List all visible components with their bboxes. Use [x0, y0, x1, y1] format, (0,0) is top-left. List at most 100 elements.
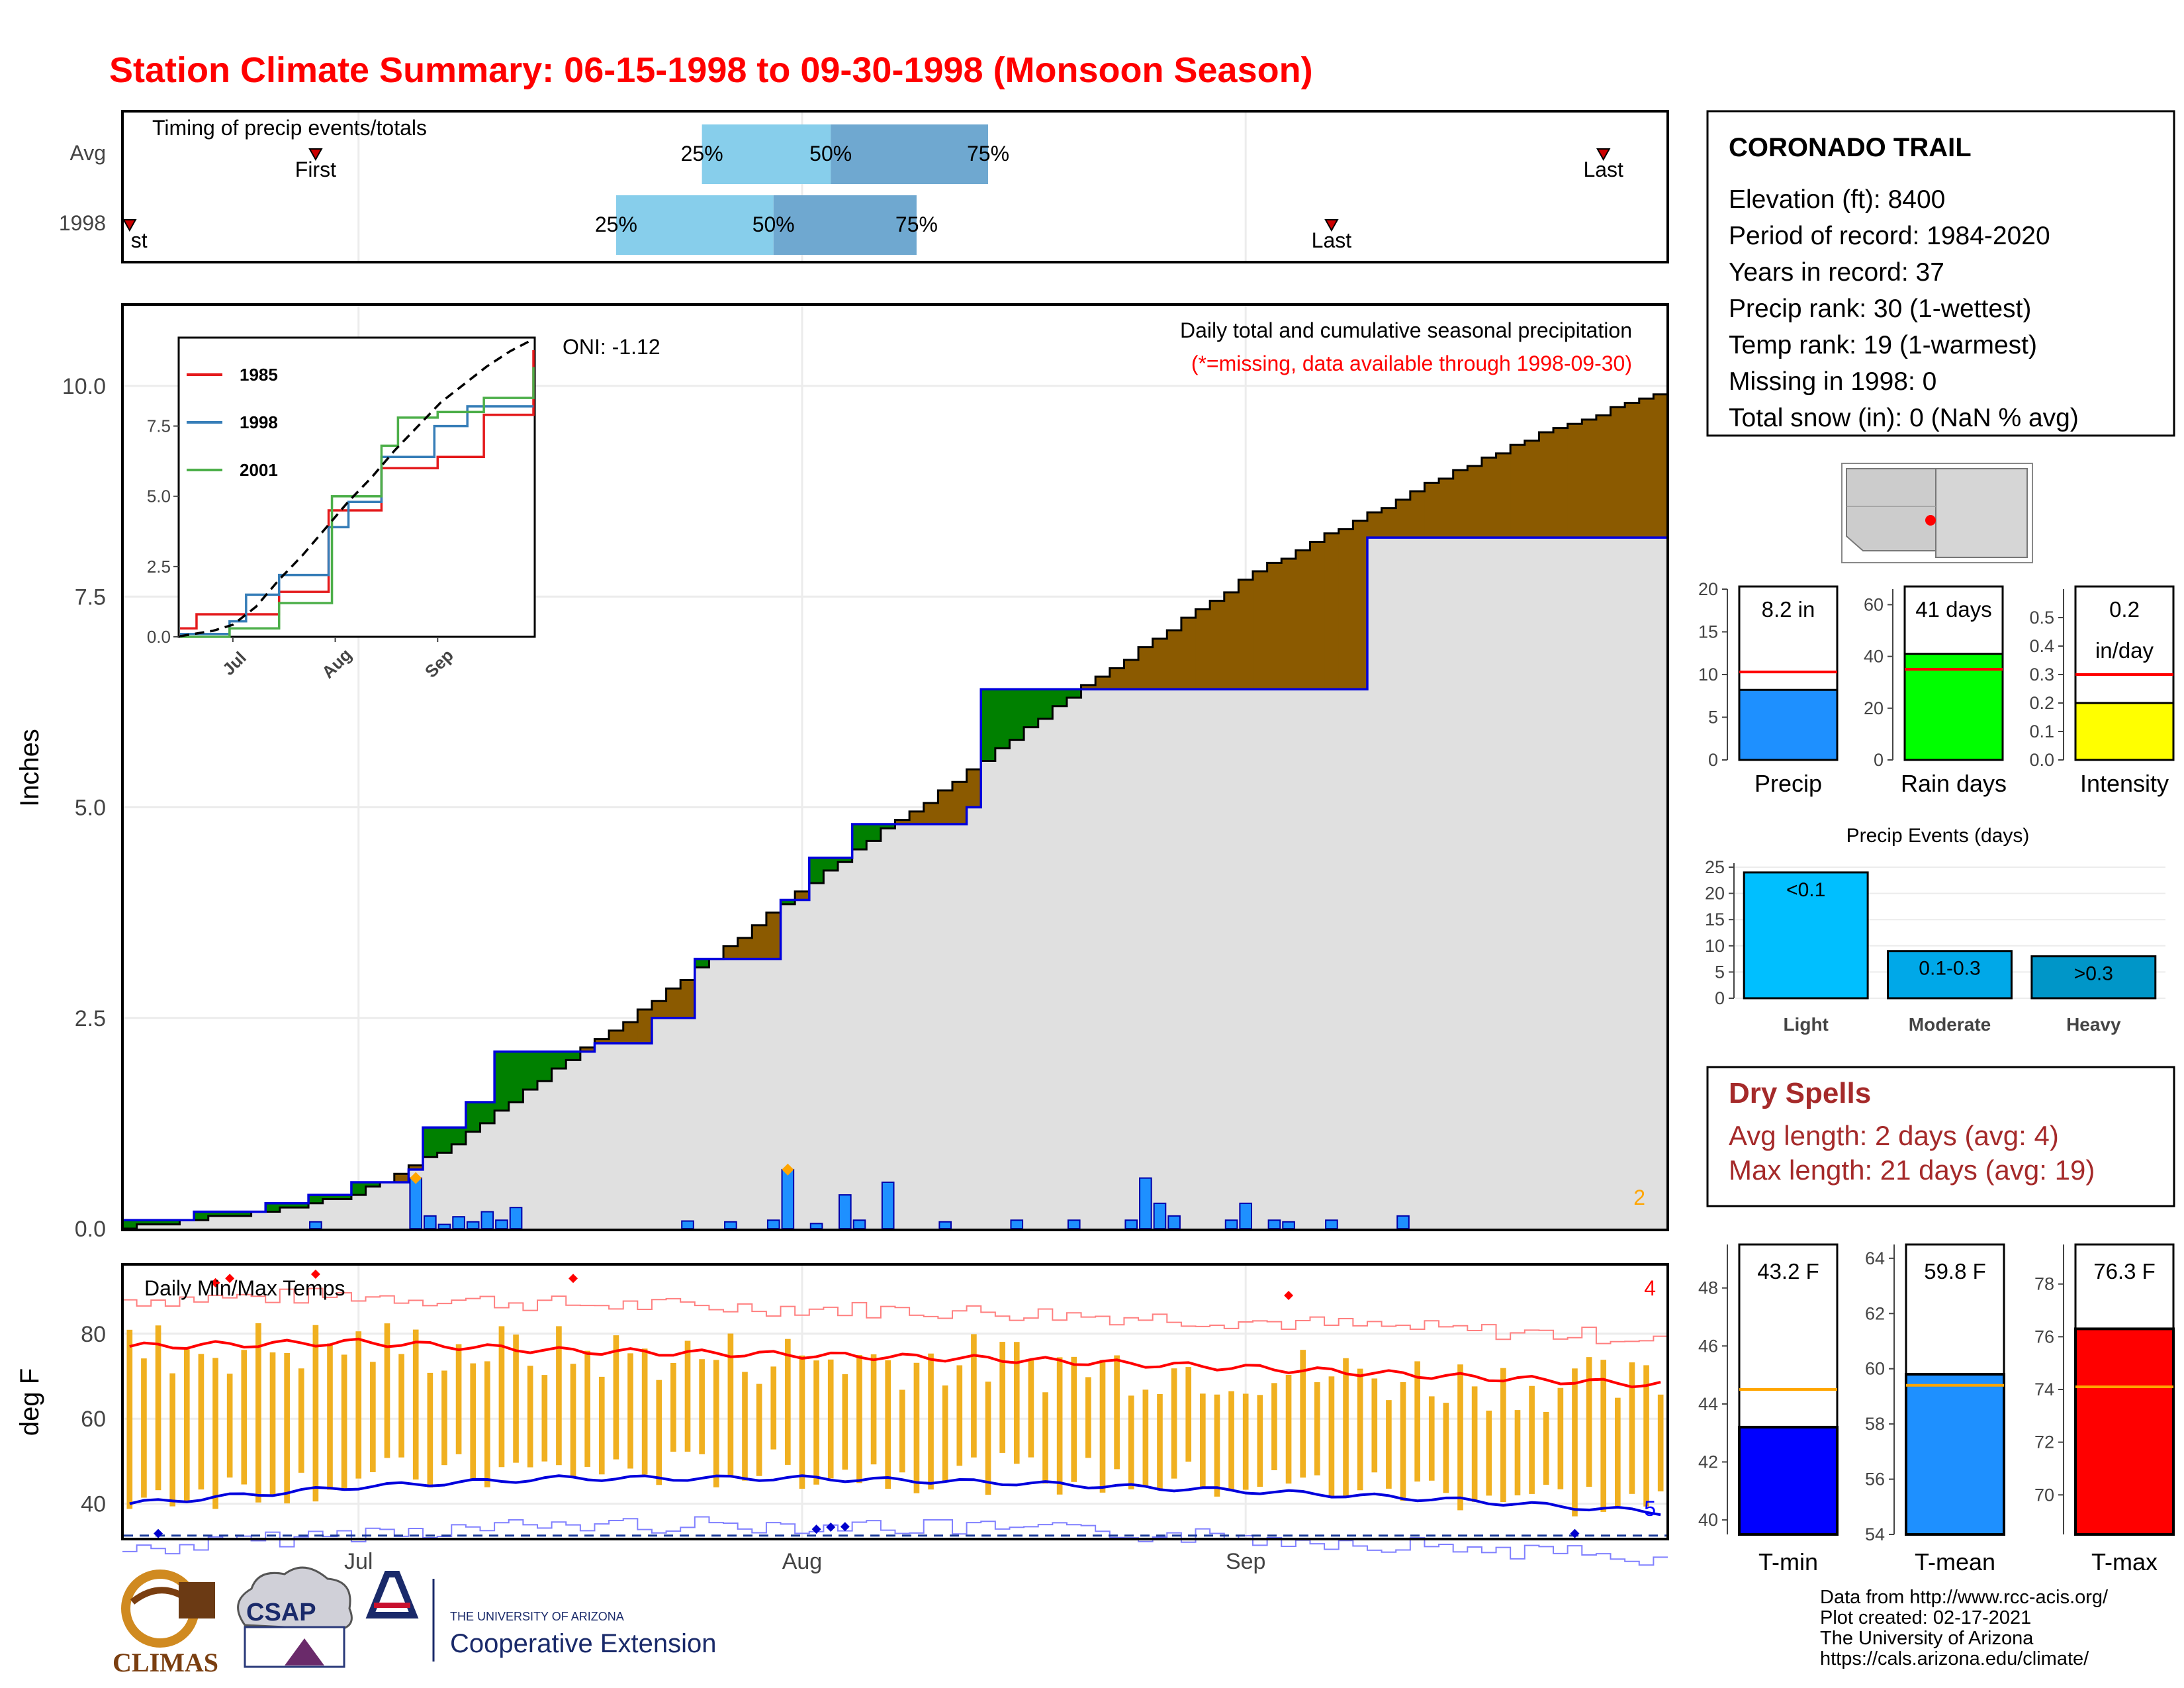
daily-temp-bar [1157, 1393, 1163, 1490]
daily-temp-bar [885, 1360, 891, 1489]
daily-temp-bar [1457, 1364, 1463, 1511]
station-location-marker [1925, 515, 1936, 526]
above-average-fill [194, 1211, 209, 1221]
timing-row-avg: Avg [69, 141, 106, 165]
legend-entry: 2001 [240, 460, 278, 480]
daily-precip-bar [1282, 1221, 1295, 1230]
summary-tick-label: 5 [1708, 708, 1718, 727]
daily-temp-bar [1443, 1403, 1449, 1493]
above-average-fill [523, 1051, 538, 1090]
below-average-fill [1510, 445, 1525, 538]
below-average-fill [1567, 424, 1582, 538]
temp-summary-tick-label: 44 [1698, 1394, 1718, 1414]
temps-count-max: 4 [1644, 1276, 1656, 1300]
below-average-fill [623, 1022, 638, 1043]
daily-temp-bar [1071, 1356, 1077, 1482]
daily-temp-bar [241, 1350, 248, 1485]
above-average-fill [880, 823, 895, 829]
below-average-fill [1281, 558, 1297, 690]
daily-temp-bar [1300, 1350, 1306, 1478]
station-info-line: Precip rank: 30 (1-wettest) [1729, 295, 2031, 323]
daily-precip-bar [509, 1207, 523, 1230]
above-average-fill [151, 1220, 166, 1225]
daily-temp-bar [1629, 1362, 1635, 1494]
daily-temp-bar [1543, 1411, 1549, 1485]
below-average-fill [1481, 457, 1497, 538]
daily-temp-bar [1486, 1410, 1492, 1496]
below-average-fill [1210, 600, 1225, 690]
below-average-fill [580, 1047, 595, 1052]
summary-tick-label: 15 [1698, 622, 1718, 642]
daily-precip-bar [424, 1215, 437, 1230]
daily-temp-bar [126, 1329, 133, 1509]
below-average-fill [737, 937, 752, 959]
daily-temp-bar [813, 1360, 819, 1485]
daily-precip-bar [852, 1219, 866, 1230]
above-average-fill [337, 1195, 352, 1199]
locator-map [1841, 463, 2033, 563]
first-marker [122, 219, 137, 232]
daily-temp-bar [169, 1373, 175, 1507]
above-average-fill [165, 1220, 180, 1225]
below-average-fill [609, 1030, 624, 1043]
daily-temp-bar [198, 1354, 205, 1490]
daily-temp-bar [1557, 1387, 1564, 1489]
summary-bar-label: Rain days [1901, 770, 2007, 797]
daily-precip-bar [881, 1181, 895, 1229]
summary-tick-label: 0.4 [2029, 636, 2054, 656]
daily-precip-bar [1067, 1219, 1081, 1230]
above-average-fill [866, 823, 882, 841]
first-marker [308, 148, 323, 162]
daily-temp-bar [956, 1365, 963, 1466]
summary-value-label: 8.2 in [1762, 597, 1815, 622]
daily-temp-bar [556, 1326, 562, 1466]
daily-precip-bar [839, 1194, 852, 1229]
daily-temp-bar [1214, 1394, 1220, 1497]
summary-tick-label: 20 [1864, 698, 1884, 718]
record-max-line [122, 1288, 1668, 1344]
daily-temp-bar [1343, 1358, 1349, 1497]
station-info-line: Elevation (ft): 8400 [1729, 185, 1945, 214]
x-tick-label: Aug [782, 1549, 823, 1574]
daily-temp-bar [155, 1325, 161, 1491]
daily-temp-bar [1400, 1382, 1406, 1501]
daily-temp-bar [613, 1335, 619, 1460]
daily-temp-bar [756, 1383, 762, 1476]
events-bar [1743, 871, 1869, 1000]
daily-temp-bar [1085, 1377, 1091, 1458]
below-average-fill [666, 988, 681, 1018]
precip-events-chart: Precip Events (days) 0 5 10 15 20 25 <0.1 Light… [1705, 825, 2165, 1035]
below-average-fill [723, 946, 739, 959]
above-average-fill [1024, 689, 1039, 727]
precip-note: Daily total and cumulative seasonal prec… [1180, 318, 1632, 342]
summary-value-label: 0.2 [2109, 597, 2140, 622]
daily-temp-bar [699, 1359, 705, 1454]
daily-temp-bar [298, 1368, 304, 1473]
last-marker [1324, 219, 1339, 232]
legend-entry: 1985 [240, 365, 278, 385]
inset-series-line [180, 350, 535, 630]
temp-summary-tick-label: 58 [1865, 1414, 1885, 1434]
summary-tick-label: 20 [1698, 579, 1718, 599]
below-average-fill [1453, 470, 1468, 538]
daily-precip-bar [724, 1221, 737, 1230]
events-tick-label: 25 [1705, 857, 1725, 877]
y-tick-label: 5.0 [75, 796, 106, 821]
above-average-fill [236, 1211, 252, 1216]
daily-temp-bar [1099, 1360, 1106, 1493]
temp-summary-tick-label: 60 [1865, 1359, 1885, 1379]
daily-temp-bar [942, 1385, 948, 1481]
daily-temp-bar [641, 1348, 648, 1475]
daily-temp-bar [913, 1362, 920, 1493]
below-average-fill [1310, 541, 1325, 690]
record-low-marker [154, 1528, 163, 1538]
below-average-fill [1539, 432, 1554, 538]
average-cumulative-line [122, 393, 1668, 1230]
daily-temp-bar [1615, 1397, 1621, 1507]
below-average-fill [1238, 579, 1253, 690]
summary-tick-label: 0.2 [2029, 693, 2054, 713]
summary-tick-label: 0.0 [2029, 750, 2054, 770]
daily-temp-bar [1142, 1389, 1149, 1487]
inset-y-tick: 7.5 [147, 416, 171, 436]
daily-temp-bar [1657, 1394, 1664, 1491]
